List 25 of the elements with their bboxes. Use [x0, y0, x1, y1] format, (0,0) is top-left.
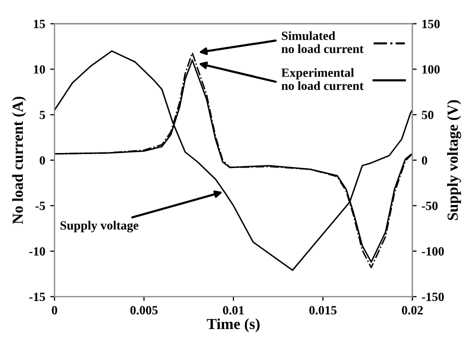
y-tick-label: 10: [34, 65, 46, 74]
y2-tick-label: -150: [422, 292, 444, 302]
y-tick-label: 15: [34, 20, 46, 28]
legend-label: Simulated no load current: [282, 31, 364, 54]
x-tick-label: 0.02: [402, 306, 423, 315]
y-tick-label: -15: [29, 292, 46, 302]
y2-tick-label: -50: [422, 202, 438, 210]
y-axis-title: No load current (A): [12, 96, 26, 224]
x-axis-title: Time (s): [206, 318, 260, 332]
legend-label: Experimental no load current: [281, 68, 364, 90]
y2-tick-label: 150: [422, 20, 440, 28]
y2-tick-label: 50: [422, 110, 434, 120]
x-tick-label: 0.01: [222, 306, 244, 315]
y2-tick-label: -100: [422, 247, 444, 256]
x-tick-label: 0: [52, 306, 58, 314]
y-tick-label: 5: [40, 110, 46, 120]
x-tick-label: 0.005: [130, 306, 158, 315]
y-tick-label: 0: [40, 156, 46, 165]
y2-axis-title: Supply voltage (V): [447, 100, 462, 220]
x-tick-label: 0.015: [309, 306, 337, 315]
y-tick-label: -10: [29, 247, 46, 256]
y2-tick-label: 0: [422, 156, 428, 165]
y2-tick-label: 100: [422, 65, 440, 74]
y-tick-label: -5: [36, 202, 46, 210]
annotation: Supply voltage: [60, 220, 138, 232]
